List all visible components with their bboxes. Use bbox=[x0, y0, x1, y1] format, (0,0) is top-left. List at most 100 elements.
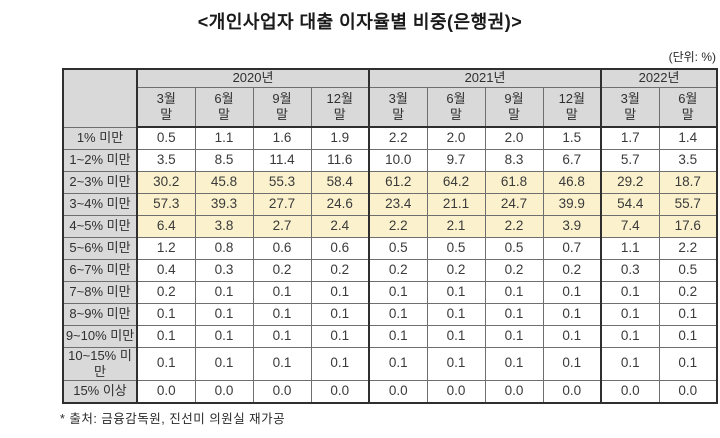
value-cell: 0.1 bbox=[658, 302, 718, 326]
row-label: 7~8% 미만 bbox=[62, 280, 138, 304]
value-cell: 0.4 bbox=[136, 258, 196, 282]
value-cell: 0.1 bbox=[310, 324, 371, 348]
table-body: 1% 미만 0.5 1.1 1.6 1.9 2.2 2.0 2.0 1.5 1.7 1.4 1~2% … bbox=[62, 126, 718, 403]
value-cell: 0.1 bbox=[600, 324, 660, 348]
value-cell: 0.2 bbox=[310, 258, 371, 282]
value-cell: 0.0 bbox=[194, 380, 254, 403]
value-cell: 0.2 bbox=[542, 258, 603, 282]
value-cell: 61.2 bbox=[368, 170, 428, 194]
table-row: 2~3% 미만 30.2 45.8 55.3 58.4 61.2 64.2 61.8 46.8 2… bbox=[62, 170, 718, 194]
value-cell: 0.1 bbox=[426, 346, 486, 381]
value-cell: 55.3 bbox=[252, 170, 312, 194]
value-cell: 0.3 bbox=[194, 258, 254, 282]
value-cell: 1.6 bbox=[252, 126, 312, 150]
value-cell: 0.1 bbox=[484, 324, 544, 348]
value-cell: 0.2 bbox=[368, 258, 428, 282]
value-cell: 58.4 bbox=[310, 170, 371, 194]
row-label: 3~4% 미만 bbox=[62, 192, 138, 216]
value-cell: 0.8 bbox=[194, 236, 254, 260]
value-cell: 2.2 bbox=[368, 214, 428, 238]
value-cell: 0.1 bbox=[194, 280, 254, 304]
month-header: 3월 말 bbox=[136, 87, 196, 128]
value-cell: 0.1 bbox=[542, 280, 603, 304]
value-cell: 0.1 bbox=[136, 346, 196, 381]
interest-rate-share-table: 2020년 2021년 2022년 3월 말 6월 말 9월 말 12월 말 3월 말 6월 말 9월 말 12… bbox=[62, 68, 719, 404]
value-cell: 8.3 bbox=[484, 148, 544, 172]
value-cell: 1.4 bbox=[658, 126, 718, 150]
value-cell: 0.5 bbox=[136, 126, 196, 150]
value-cell: 8.5 bbox=[194, 148, 254, 172]
value-cell: 27.7 bbox=[252, 192, 312, 216]
value-cell: 0.0 bbox=[658, 380, 718, 403]
value-cell: 7.4 bbox=[600, 214, 660, 238]
value-cell: 0.2 bbox=[426, 258, 486, 282]
value-cell: 0.1 bbox=[136, 324, 196, 348]
value-cell: 61.8 bbox=[484, 170, 544, 194]
value-cell: 2.4 bbox=[310, 214, 371, 238]
value-cell: 0.1 bbox=[542, 324, 603, 348]
corner-cell bbox=[62, 68, 138, 128]
month-header: 6월 말 bbox=[658, 87, 718, 128]
value-cell: 2.7 bbox=[252, 214, 312, 238]
month-header: 6월 말 bbox=[194, 87, 254, 128]
value-cell: 0.1 bbox=[252, 346, 312, 381]
value-cell: 0.1 bbox=[600, 302, 660, 326]
value-cell: 0.1 bbox=[600, 280, 660, 304]
value-cell: 0.5 bbox=[368, 236, 428, 260]
value-cell: 0.2 bbox=[136, 280, 196, 304]
value-cell: 3.9 bbox=[542, 214, 603, 238]
row-label: 5~6% 미만 bbox=[62, 236, 138, 260]
table-row: 5~6% 미만 1.2 0.8 0.6 0.6 0.5 0.5 0.5 0.7 1.1 2.2 bbox=[62, 236, 718, 260]
table-title: <개인사업자 대출 이자율별 비중(은행권)> bbox=[197, 12, 523, 32]
unit-note: (단위: %) bbox=[668, 50, 716, 64]
table-row: 7~8% 미만 0.2 0.1 0.1 0.1 0.1 0.1 0.1 0.1 0.1 0.2 bbox=[62, 280, 718, 304]
value-cell: 0.1 bbox=[600, 346, 660, 381]
value-cell: 3.5 bbox=[136, 148, 196, 172]
value-cell: 0.1 bbox=[658, 346, 718, 381]
year-header: 2022년 bbox=[600, 68, 718, 88]
value-cell: 17.6 bbox=[658, 214, 718, 238]
year-header-row: 2020년 2021년 2022년 bbox=[62, 68, 718, 128]
value-cell: 0.1 bbox=[136, 302, 196, 326]
value-cell: 0.0 bbox=[368, 380, 428, 403]
value-cell: 0.0 bbox=[252, 380, 312, 403]
value-cell: 0.1 bbox=[658, 324, 718, 348]
value-cell: 0.1 bbox=[252, 302, 312, 326]
month-header-row: 3월 말 6월 말 9월 말 12월 말 3월 말 6월 말 9월 말 12월 말 3월 말 6월 말 bbox=[63, 87, 718, 128]
row-label: 10~15% 미만 bbox=[62, 346, 138, 381]
row-label: 2~3% 미만 bbox=[62, 170, 138, 194]
month-header: 3월 말 bbox=[368, 87, 428, 128]
value-cell: 0.5 bbox=[484, 236, 544, 260]
value-cell: 2.0 bbox=[426, 126, 486, 150]
value-cell: 30.2 bbox=[136, 170, 196, 194]
value-cell: 0.6 bbox=[252, 236, 312, 260]
value-cell: 1.1 bbox=[194, 126, 254, 150]
value-cell: 39.9 bbox=[542, 192, 603, 216]
value-cell: 0.1 bbox=[252, 324, 312, 348]
value-cell: 0.7 bbox=[542, 236, 603, 260]
value-cell: 0.5 bbox=[426, 236, 486, 260]
row-label: 9~10% 미만 bbox=[62, 324, 138, 348]
value-cell: 0.2 bbox=[484, 258, 544, 282]
value-cell: 55.7 bbox=[658, 192, 718, 216]
table-row: 15% 이상 0.0 0.0 0.0 0.0 0.0 0.0 0.0 0.0 0.0 0.0 bbox=[62, 380, 718, 403]
year-header: 2021년 bbox=[368, 68, 603, 88]
table-row: 10~15% 미만 0.1 0.1 0.1 0.1 0.1 0.1 0.1 0.1 0.1 0.1 bbox=[62, 346, 718, 381]
value-cell: 9.7 bbox=[426, 148, 486, 172]
value-cell: 29.2 bbox=[600, 170, 660, 194]
value-cell: 57.3 bbox=[136, 192, 196, 216]
value-cell: 0.1 bbox=[542, 346, 603, 381]
value-cell: 0.1 bbox=[484, 346, 544, 381]
value-cell: 0.5 bbox=[658, 258, 718, 282]
value-cell: 0.1 bbox=[426, 280, 486, 304]
month-header: 9월 말 bbox=[484, 87, 544, 128]
value-cell: 3.5 bbox=[658, 148, 718, 172]
value-cell: 11.4 bbox=[252, 148, 312, 172]
value-cell: 0.0 bbox=[484, 380, 544, 403]
value-cell: 0.1 bbox=[368, 346, 428, 381]
value-cell: 1.2 bbox=[136, 236, 196, 260]
value-cell: 2.1 bbox=[426, 214, 486, 238]
value-cell: 10.0 bbox=[368, 148, 428, 172]
value-cell: 5.7 bbox=[600, 148, 660, 172]
row-label: 4~5% 미만 bbox=[62, 214, 138, 238]
